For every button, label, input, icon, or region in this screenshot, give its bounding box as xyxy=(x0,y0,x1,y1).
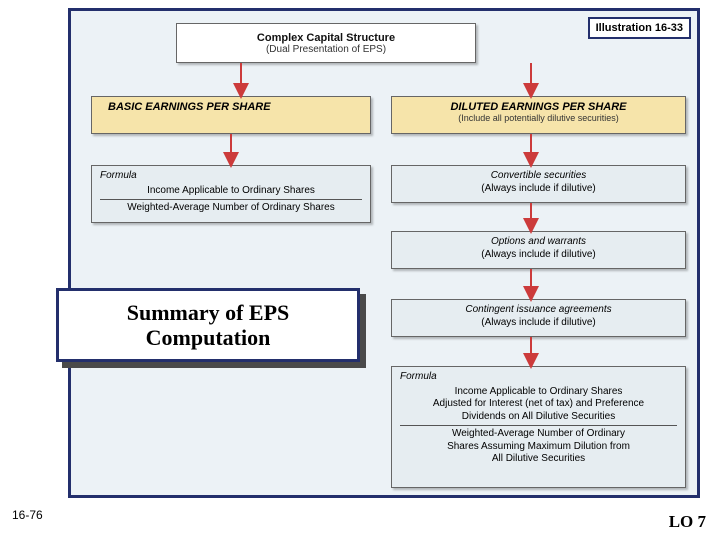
summary-title-box: Summary of EPS Computation xyxy=(56,288,360,362)
top-sub: (Dual Presentation of EPS) xyxy=(177,44,475,55)
basic-rule xyxy=(100,199,362,200)
diluted-num-line: Income Applicable to Ordinary Shares xyxy=(400,386,677,399)
learning-objective: LO 7 xyxy=(669,512,706,532)
diluted-item-box: Options and warrants (Always include if … xyxy=(391,231,686,269)
diluted-formula-box: Formula Income Applicable to Ordinary Sh… xyxy=(391,366,686,488)
basic-formula-box: Formula Income Applicable to Ordinary Sh… xyxy=(91,165,371,223)
basic-header-box: BASIC EARNINGS PER SHARE xyxy=(91,96,371,134)
diagram-frame: Illustration 16-33 Complex Capital Struc… xyxy=(68,8,700,498)
diluted-header: DILUTED EARNINGS PER SHARE xyxy=(398,101,679,113)
diluted-formula-label: Formula xyxy=(400,371,677,384)
illustration-label: Illustration 16-33 xyxy=(588,17,691,39)
diluted-item-note: (Always include if dilutive) xyxy=(400,249,677,262)
diluted-header-sub: (Include all potentially dilutive securi… xyxy=(398,113,679,123)
diluted-item-box: Convertible securities (Always include i… xyxy=(391,165,686,203)
top-box: Complex Capital Structure (Dual Presenta… xyxy=(176,23,476,63)
basic-denominator: Weighted-Average Number of Ordinary Shar… xyxy=(100,202,362,215)
diluted-num-line: Dividends on All Dilutive Securities xyxy=(400,411,677,424)
diluted-rule xyxy=(400,425,677,426)
diluted-den-line: All Dilutive Securities xyxy=(400,453,677,466)
summary-title: Summary of EPS Computation xyxy=(65,300,351,351)
diluted-item-title: Contingent issuance agreements xyxy=(400,304,677,317)
diluted-header-box: DILUTED EARNINGS PER SHARE (Include all … xyxy=(391,96,686,134)
diluted-item-note: (Always include if dilutive) xyxy=(400,317,677,330)
diluted-den-line: Weighted-Average Number of Ordinary xyxy=(400,428,677,441)
diluted-item-title: Convertible securities xyxy=(400,170,677,183)
top-title: Complex Capital Structure xyxy=(177,32,475,44)
diluted-item-box: Contingent issuance agreements (Always i… xyxy=(391,299,686,337)
basic-header: BASIC EARNINGS PER SHARE xyxy=(98,101,364,113)
diluted-item-title: Options and warrants xyxy=(400,236,677,249)
diluted-num-line: Adjusted for Interest (net of tax) and P… xyxy=(400,398,677,411)
slide-number: 16-76 xyxy=(12,508,43,522)
basic-formula-label: Formula xyxy=(100,170,362,183)
diluted-den-line: Shares Assuming Maximum Dilution from xyxy=(400,441,677,454)
diluted-item-note: (Always include if dilutive) xyxy=(400,183,677,196)
basic-numerator: Income Applicable to Ordinary Shares xyxy=(100,185,362,198)
